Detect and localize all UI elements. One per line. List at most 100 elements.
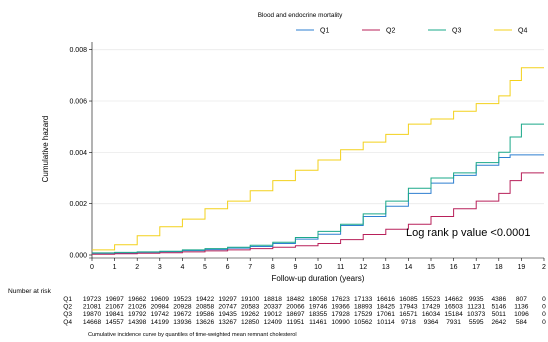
- risk-cell: 19870: [83, 311, 102, 318]
- risk-cell: 17061: [377, 311, 396, 318]
- risk-cell: 0: [542, 304, 546, 311]
- x-tick-label: 17: [472, 264, 480, 271]
- risk-cell: 18893: [354, 304, 373, 311]
- risk-cell: 17943: [399, 304, 418, 311]
- y-tick-label: 0.006: [69, 99, 87, 106]
- risk-cell: 14668: [83, 319, 102, 326]
- risk-cell: 17623: [331, 296, 350, 303]
- risk-cell: 14199: [151, 319, 170, 326]
- risk-cell: 5146: [491, 304, 506, 311]
- y-axis-title: Cumulative hazard: [41, 116, 50, 183]
- risk-cell: 18425: [377, 304, 396, 311]
- x-tick-label: 14: [405, 264, 413, 271]
- risk-cell: 7931: [446, 319, 461, 326]
- risk-cell: 19100: [241, 296, 260, 303]
- x-tick-label: 13: [382, 264, 390, 271]
- chart-title: Blood and endocrine mortality: [258, 12, 343, 19]
- risk-row-label: Q1: [63, 296, 72, 303]
- x-tick-label: 2: [135, 264, 139, 271]
- risk-cell: 19662: [128, 296, 147, 303]
- risk-table: Q1 19723 19697 19662 19609 19523 19422 19297 191…: [63, 296, 546, 326]
- risk-cell: 15184: [444, 311, 463, 318]
- risk-cell: 19366: [331, 304, 350, 311]
- risk-cell: 16085: [399, 296, 418, 303]
- risk-cell: 19841: [105, 311, 124, 318]
- x-tick-label: 3: [158, 264, 162, 271]
- risk-cell: 16034: [422, 311, 441, 318]
- series-line-q4: [92, 67, 544, 251]
- x-tick-label: 12: [359, 264, 367, 271]
- risk-cell: 11231: [467, 304, 485, 311]
- y-tick-label: 0.004: [69, 150, 87, 157]
- risk-cell: 21026: [128, 304, 147, 311]
- risk-cell: 18355: [309, 311, 328, 318]
- risk-cell: 12850: [241, 319, 260, 326]
- x-tick-label: 9: [293, 264, 297, 271]
- risk-cell: 18482: [286, 296, 305, 303]
- y-tick-label: 0.002: [69, 201, 87, 208]
- x-tick-label: 19: [518, 264, 526, 271]
- risk-cell: 20984: [151, 304, 170, 311]
- series-lines: [92, 67, 544, 255]
- risk-cell: 16503: [444, 304, 463, 311]
- risk-cell: 807: [516, 296, 527, 303]
- risk-cell: 0: [542, 296, 546, 303]
- legend: Q1 Q2 Q3 Q4: [296, 28, 527, 35]
- x-tick-label: 0: [90, 264, 94, 271]
- risk-cell: 21081: [83, 304, 102, 311]
- figure-caption: Cumulative incidence curve by quantiles …: [88, 332, 297, 338]
- risk-cell: 0: [542, 311, 546, 318]
- y-tick-label: 0.008: [69, 47, 87, 54]
- legend-label-q2: Q2: [386, 28, 395, 35]
- series-line-q3: [92, 123, 544, 254]
- legend-label-q3: Q3: [452, 28, 461, 35]
- risk-cell: 16616: [377, 296, 396, 303]
- x-tick-label: 15: [427, 264, 435, 271]
- x-tick-label: 5: [203, 264, 207, 271]
- risk-cell: 17429: [422, 304, 441, 311]
- risk-cell: 14662: [444, 296, 463, 303]
- risk-cell: 17928: [331, 311, 350, 318]
- risk-cell: 19262: [241, 311, 260, 318]
- risk-cell: 20337: [264, 304, 283, 311]
- risk-cell: 19697: [105, 296, 124, 303]
- risk-cell: 19586: [196, 311, 215, 318]
- y-tick-label: 0.000: [69, 253, 87, 260]
- risk-cell: 13626: [196, 319, 215, 326]
- risk-cell: 18818: [264, 296, 283, 303]
- risk-cell: 15523: [422, 296, 441, 303]
- x-tick-label: 8: [271, 264, 275, 271]
- risk-cell: 20928: [173, 304, 192, 311]
- risk-cell: 10990: [331, 319, 350, 326]
- x-tick-label: 7: [248, 264, 252, 271]
- risk-cell: 19746: [309, 304, 328, 311]
- risk-row-label: Q3: [63, 311, 72, 318]
- x-axis-title: Follow-up duration (years): [272, 274, 365, 283]
- risk-cell: 10373: [467, 311, 486, 318]
- risk-cell: 17529: [354, 311, 373, 318]
- risk-cell: 1136: [514, 304, 529, 311]
- risk-cell: 19297: [218, 296, 237, 303]
- x-tick-label: 18: [495, 264, 503, 271]
- plot-area: [92, 42, 544, 255]
- risk-cell: 19523: [173, 296, 192, 303]
- risk-cell: 4386: [491, 296, 506, 303]
- risk-cell: 1096: [514, 311, 529, 318]
- grid: [92, 49, 544, 205]
- risk-cell: 12409: [264, 319, 283, 326]
- risk-row-label: Q4: [63, 319, 72, 326]
- legend-label-q1: Q1: [320, 28, 329, 35]
- risk-cell: 11461: [309, 319, 327, 326]
- risk-cell: 19422: [196, 296, 215, 303]
- x-tick-label: 1: [113, 264, 117, 271]
- risk-cell: 16571: [399, 311, 418, 318]
- x-tick-label: 10: [314, 264, 322, 271]
- risk-cell: 9935: [469, 296, 484, 303]
- risk-cell: 5011: [492, 311, 507, 318]
- legend-label-q4: Q4: [518, 28, 527, 35]
- risk-cell: 19609: [151, 296, 170, 303]
- risk-cell: 18697: [286, 311, 305, 318]
- risk-cell: 5595: [469, 319, 484, 326]
